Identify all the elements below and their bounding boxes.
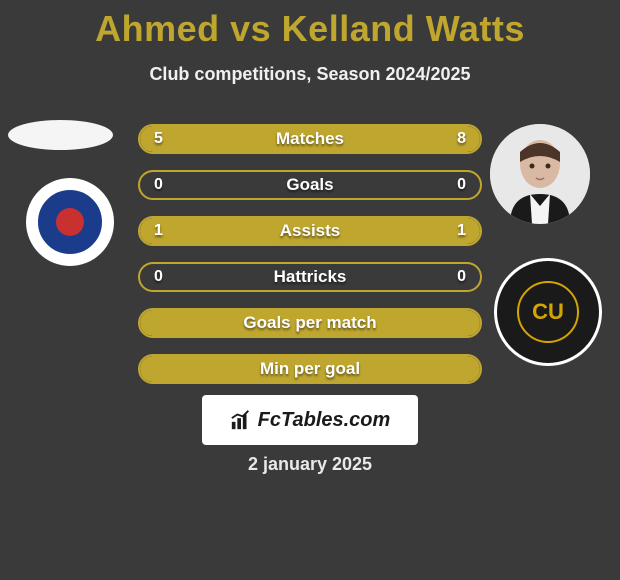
stats-container: 5 Matches 8 0 Goals 0 1 Assists 1 0 Hattricks 0 Goal…	[138, 124, 482, 400]
stat-label: Goals per match	[243, 313, 376, 333]
stat-label: Matches	[276, 129, 344, 149]
fctables-logo: FcTables.com	[202, 395, 418, 445]
chart-icon	[230, 409, 252, 431]
stat-value-right: 0	[457, 176, 466, 194]
stat-row: 5 Matches 8	[138, 124, 482, 154]
player-left-avatar	[8, 120, 113, 150]
stat-label: Assists	[280, 221, 340, 241]
date-label: 2 january 2025	[0, 454, 620, 475]
stat-label: Goals	[286, 175, 333, 195]
player-right-avatar	[490, 124, 590, 224]
page-title: Ahmed vs Kelland Watts	[0, 0, 620, 50]
stat-row: 0 Goals 0	[138, 170, 482, 200]
stat-value-left: 5	[154, 130, 163, 148]
stat-value-left: 1	[154, 222, 163, 240]
stat-value-left: 0	[154, 268, 163, 286]
subtitle: Club competitions, Season 2024/2025	[0, 64, 620, 85]
stat-row: 1 Assists 1	[138, 216, 482, 246]
stat-row: Goals per match	[138, 308, 482, 338]
club-right-text: CU	[517, 281, 579, 343]
logo-text: FcTables.com	[258, 409, 391, 432]
stat-row: 0 Hattricks 0	[138, 262, 482, 292]
club-left-badge	[26, 178, 114, 266]
stat-row: Min per goal	[138, 354, 482, 384]
stat-value-right: 1	[457, 222, 466, 240]
stat-label: Min per goal	[260, 359, 360, 379]
stat-value-right: 0	[457, 268, 466, 286]
stat-value-right: 8	[457, 130, 466, 148]
stat-value-left: 0	[154, 176, 163, 194]
club-right-badge: CU	[494, 258, 602, 366]
stat-label: Hattricks	[274, 267, 347, 287]
